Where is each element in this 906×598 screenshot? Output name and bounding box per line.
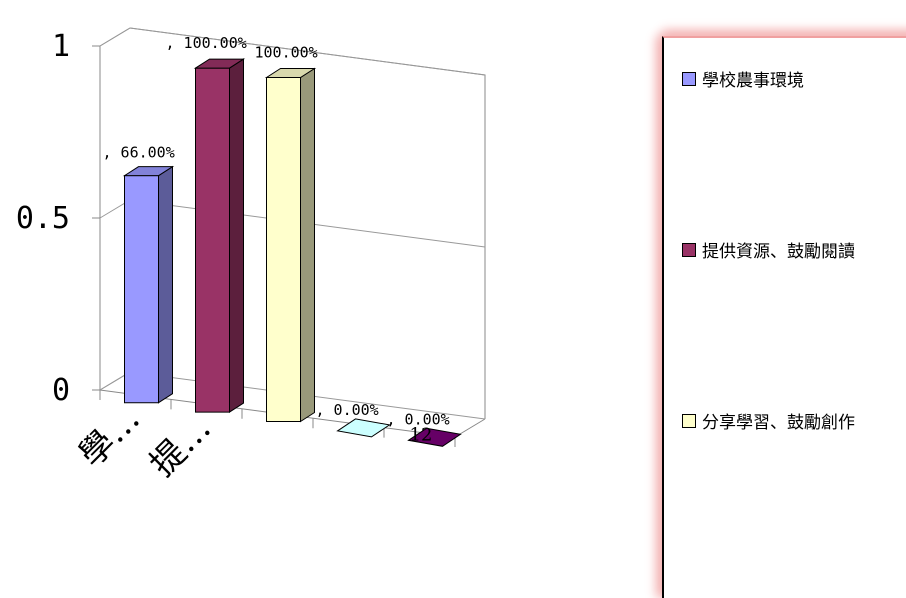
data-label: , 66.00% bbox=[103, 144, 175, 162]
legend-swatch-3 bbox=[682, 413, 696, 428]
legend: 學校農事環境 提供資源、鼓勵閱讀 分享學習、鼓勵創作 bbox=[662, 36, 906, 598]
bar-front bbox=[124, 175, 159, 404]
legend-label-2: 提供資源、鼓勵閱讀 bbox=[702, 242, 855, 262]
bar-flat bbox=[336, 418, 391, 438]
y-tick-label: 0.5 bbox=[16, 201, 70, 236]
bar-side bbox=[300, 67, 315, 423]
legend-label-1: 學校農事環境 bbox=[702, 71, 804, 91]
legend-item-1: 學校農事環境 bbox=[682, 66, 804, 91]
data-labels: , 66.00% , 100.00% 100.00% , 0.00% , 0.00% bbox=[103, 34, 450, 428]
chart-area: 00.51 , 66.00%, 100.00%100.00%, 0.00%, 0… bbox=[16, 27, 486, 485]
category-label: 提… bbox=[142, 408, 218, 484]
legend-label-3: 分享學習、鼓勵創作 bbox=[702, 413, 855, 433]
legend-swatch-2 bbox=[682, 242, 696, 257]
legend-swatch-1 bbox=[682, 71, 696, 86]
data-label: , 0.00% bbox=[316, 401, 379, 419]
legend-item-2: 提供資源、鼓勵閱讀 bbox=[682, 237, 855, 262]
bar-side bbox=[158, 165, 173, 404]
data-label: , 0.00% bbox=[387, 410, 450, 428]
bar-front bbox=[195, 67, 230, 413]
legend-item-3: 分享學習、鼓勵創作 bbox=[682, 408, 855, 433]
bar-top bbox=[193, 58, 246, 69]
y-tick-label: 1 bbox=[52, 29, 70, 64]
y-axis-ticks: 00.51 bbox=[16, 29, 70, 408]
data-label: 100.00% bbox=[255, 44, 318, 62]
category-label: 12 bbox=[410, 424, 433, 445]
bar-side bbox=[229, 58, 244, 414]
chart-bars bbox=[122, 58, 462, 447]
bar-front bbox=[266, 77, 301, 422]
bar-flat bbox=[407, 427, 462, 447]
data-label: , 100.00% bbox=[166, 34, 247, 52]
gridline bbox=[99, 27, 486, 76]
bar-top bbox=[122, 166, 175, 177]
bar-top bbox=[264, 68, 317, 78]
category-label: 學… bbox=[71, 399, 147, 475]
y-tick-label: 0 bbox=[52, 373, 70, 408]
